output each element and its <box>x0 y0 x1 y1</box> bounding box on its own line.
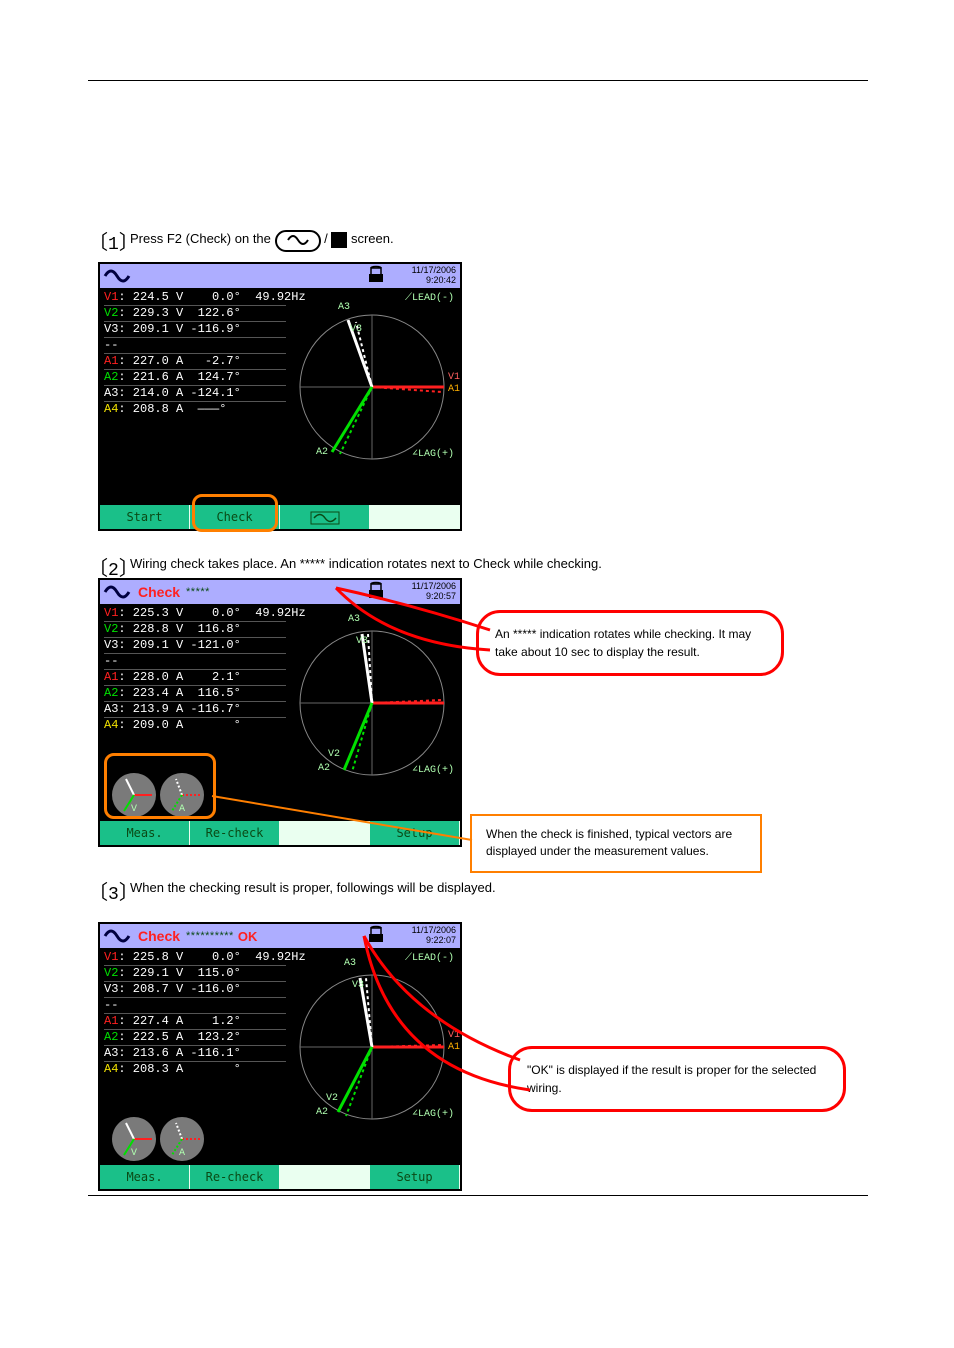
sk-meas[interactable]: Meas. <box>100 821 190 845</box>
sk-blank <box>370 505 460 529</box>
thumb-v: V <box>112 1117 156 1161</box>
callout-ok-pointer <box>360 930 560 1100</box>
stars-b: ***** <box>186 586 210 598</box>
sk-meas[interactable]: Meas. <box>100 1165 190 1189</box>
check-label: Check <box>138 584 180 600</box>
thumb-v: V <box>112 773 156 817</box>
wave-title-icon <box>104 584 130 600</box>
sk-recheck[interactable]: Re-check <box>190 1165 280 1189</box>
step1-text: Press F2 (Check) on the / screen. <box>130 230 394 252</box>
softkeys-a: Start Check <box>100 505 460 529</box>
titlebar-a: 11/17/20069:20:42 <box>100 264 460 288</box>
phasor-a: ⟋LEAD(-) ∠LAG(+) A3 V3 V1 A1 A2 <box>288 292 456 462</box>
wave-title-icon <box>104 268 130 284</box>
wave-icon <box>275 230 321 252</box>
sk-blank <box>280 1165 370 1189</box>
callout-stars-pointer <box>330 584 500 674</box>
stars-c: ********** <box>186 930 234 942</box>
thumb-a: A <box>160 773 204 817</box>
readings-b: V1: 225.3 V 0.0° 49.92Hz V2: 228.8 V 116… <box>100 604 290 737</box>
sk-wave[interactable] <box>280 505 370 529</box>
screen-a: 11/17/20069:20:42 V1: 224.5 V 0.0° 49.92… <box>98 262 462 531</box>
readings-c: V1: 225.8 V 0.0° 49.92Hz V2: 229.1 V 115… <box>100 948 290 1081</box>
printer-icon <box>366 266 386 287</box>
thumb-a: A <box>160 1117 204 1161</box>
step2-text: Wiring check takes place. An ***** indic… <box>130 556 730 571</box>
callout-thumbs-pointer <box>208 792 478 852</box>
sk-check[interactable]: Check <box>190 505 280 529</box>
callout-stars: An ***** indication rotates while checki… <box>476 610 784 676</box>
sk-setup[interactable]: Setup <box>370 1165 460 1189</box>
check-label: Check <box>138 928 180 944</box>
header-rule <box>88 80 868 81</box>
softkeys-c: Meas. Re-check Setup <box>100 1165 460 1189</box>
wave-title-icon <box>104 928 130 944</box>
datetime-a: 11/17/20069:20:42 <box>412 265 456 285</box>
readings-a: V1: 224.5 V 0.0° 49.92Hz V2: 229.3 V 122… <box>100 288 290 421</box>
block-icon <box>331 232 347 248</box>
thumbs-b: V A <box>112 773 204 817</box>
ok-label: OK <box>238 929 258 944</box>
step3-text: When the checking result is proper, foll… <box>130 880 730 895</box>
sk-start[interactable]: Start <box>100 505 190 529</box>
footer-rule <box>88 1195 868 1196</box>
callout-thumbs: When the check is finished, typical vect… <box>470 814 762 873</box>
page: 〔1〕 Press F2 (Check) on the / screen. 11… <box>0 0 954 40</box>
thumbs-c: V A <box>112 1117 204 1161</box>
